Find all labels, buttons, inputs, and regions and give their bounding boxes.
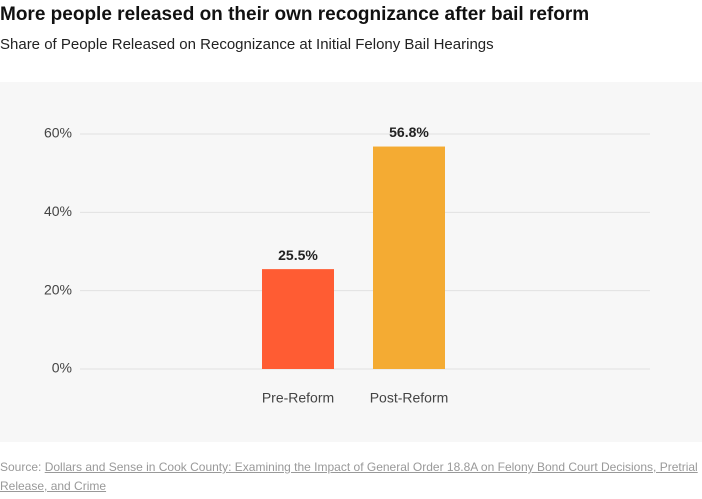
y-tick-label: 0%	[52, 360, 72, 376]
chart-title: More people released on their own recogn…	[0, 4, 590, 25]
x-tick-label: Post-Reform	[370, 390, 449, 406]
chart-subtitle: Share of People Released on Recognizance…	[0, 36, 494, 53]
y-tick-label: 40%	[44, 203, 72, 219]
chart: 0% 20% 40% 60% 25.5% Pre-Reform 56.8% Post-Refo…	[0, 82, 702, 442]
source: Source: Dollars and Sense in Cook County…	[0, 458, 700, 496]
y-tick-label: 60%	[44, 125, 72, 141]
bar	[262, 269, 334, 369]
value-label: 56.8%	[389, 124, 429, 140]
source-label: Source:	[0, 460, 42, 474]
bar	[373, 146, 445, 369]
x-tick-label: Pre-Reform	[262, 390, 334, 406]
y-tick-label: 20%	[44, 281, 72, 297]
value-label: 25.5%	[278, 247, 318, 263]
source-link[interactable]: Dollars and Sense in Cook County: Examin…	[0, 460, 698, 493]
plot-background	[0, 82, 702, 442]
